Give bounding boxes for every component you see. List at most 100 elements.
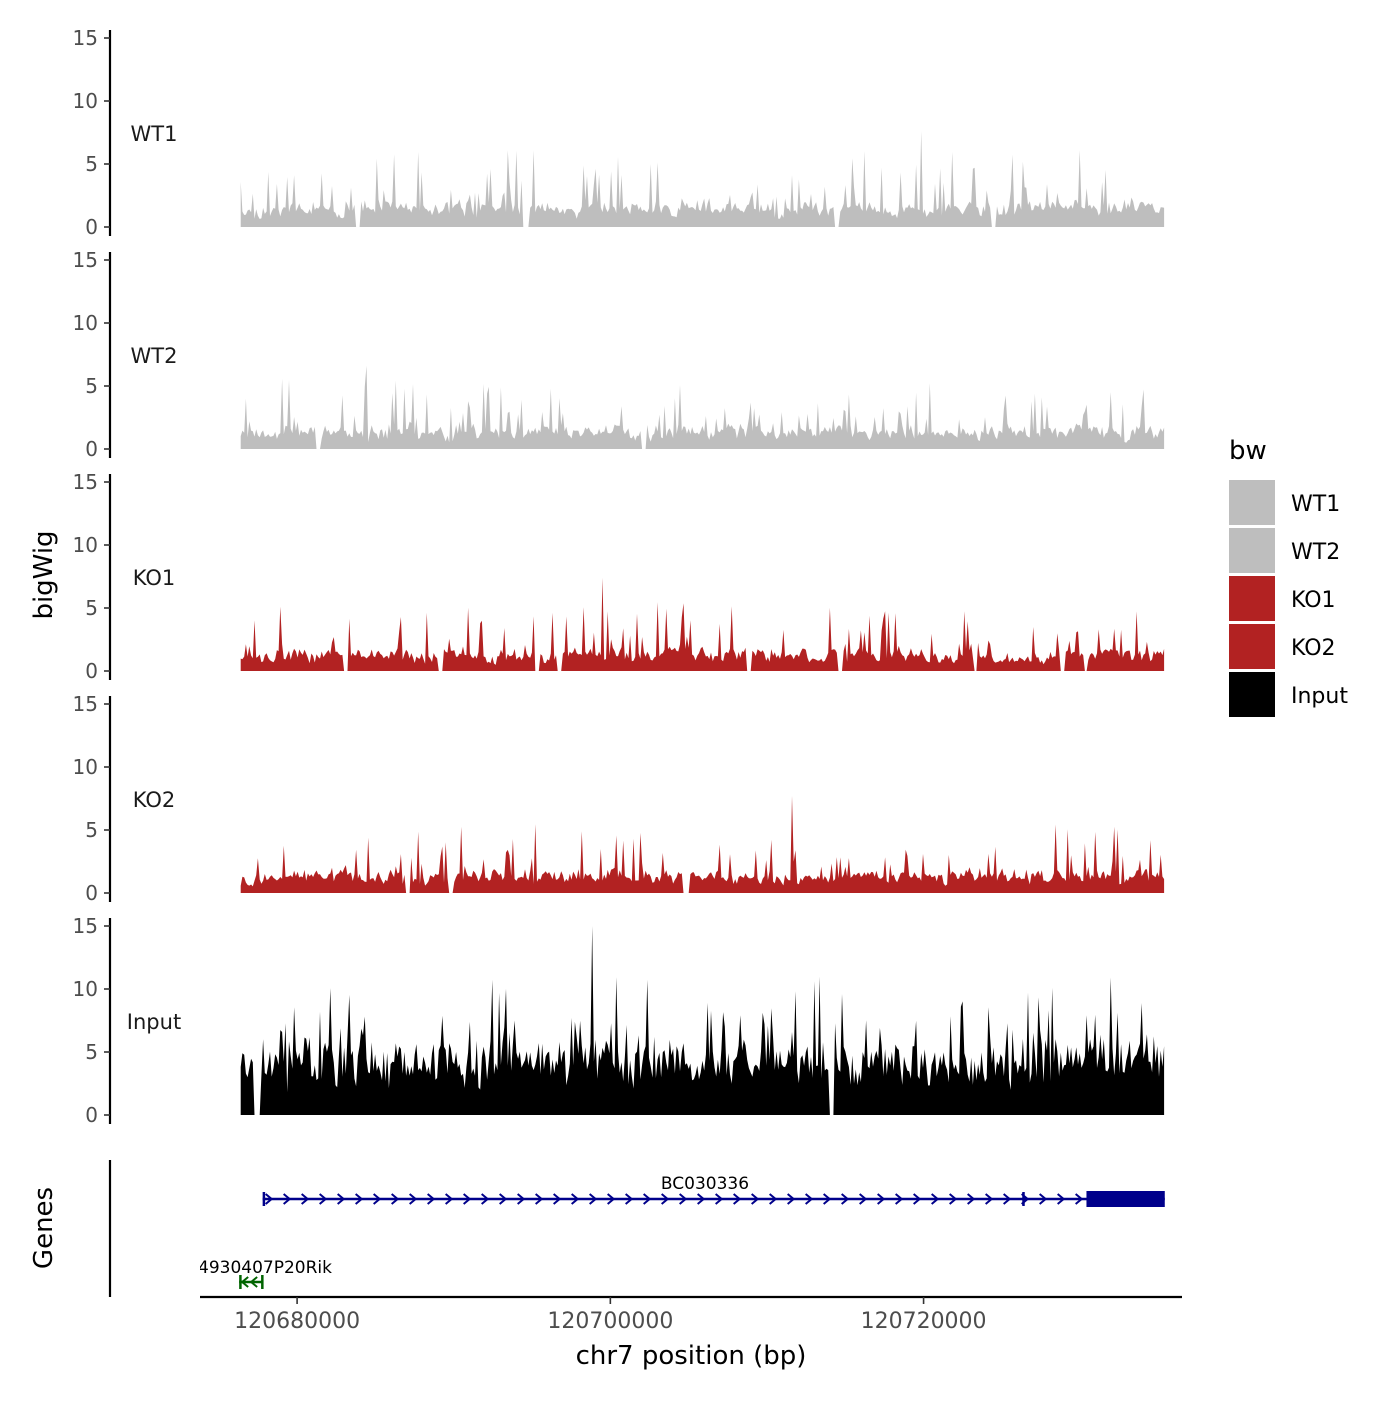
strand-arrow bbox=[931, 1193, 940, 1205]
legend-label-wt1: WT1 bbox=[1291, 492, 1340, 517]
y-tick-label: 5 bbox=[85, 374, 98, 398]
y-axis-titles: bigWig Genes bbox=[29, 530, 112, 1297]
y-tick-label: 15 bbox=[73, 470, 98, 494]
x-tick-label: 120700000 bbox=[547, 1309, 673, 1334]
strand-arrow bbox=[249, 1276, 258, 1288]
exon bbox=[262, 1192, 266, 1206]
strand-arrow bbox=[499, 1193, 508, 1205]
y-tick-label: 0 bbox=[85, 881, 98, 905]
legend: bw WT1 WT2 KO1 KO2 Input bbox=[1229, 436, 1348, 717]
strand-arrow bbox=[265, 1193, 274, 1205]
strand-arrow bbox=[733, 1193, 742, 1205]
strand-arrow bbox=[1003, 1193, 1012, 1205]
strand-arrow bbox=[283, 1193, 292, 1205]
y-tick-label: 10 bbox=[73, 89, 98, 113]
legend-swatch-wt2 bbox=[1229, 528, 1275, 573]
y-tick-label: 10 bbox=[73, 755, 98, 779]
genes-axis-title: Genes bbox=[29, 1187, 59, 1269]
y-tick-label: 10 bbox=[73, 533, 98, 557]
strand-arrow bbox=[877, 1193, 886, 1205]
x-tick-label: 120680000 bbox=[234, 1309, 360, 1334]
y-tick-label: 10 bbox=[73, 311, 98, 335]
strand-arrow bbox=[643, 1193, 652, 1205]
exon bbox=[1086, 1191, 1165, 1207]
coverage-area bbox=[240, 796, 1165, 893]
gene-label: BC030336 bbox=[661, 1174, 749, 1194]
strand-arrow bbox=[1057, 1193, 1066, 1205]
exon bbox=[239, 1275, 242, 1289]
strand-arrow bbox=[319, 1193, 328, 1205]
track-ko1: 0 5 10 15 KO1 bbox=[73, 470, 1165, 683]
track-input: 0 5 10 15 Input bbox=[73, 914, 1165, 1127]
legend-title: bw bbox=[1229, 436, 1267, 466]
strand-arrow bbox=[985, 1193, 994, 1205]
y-axis-title: bigWig bbox=[29, 530, 59, 619]
x-axis-title: chr7 position (bp) bbox=[576, 1341, 807, 1371]
strand-arrow bbox=[481, 1193, 490, 1205]
strand-arrow bbox=[373, 1193, 382, 1205]
strand-arrow bbox=[355, 1193, 364, 1205]
y-tick-label: 5 bbox=[85, 152, 98, 176]
strand-arrow bbox=[301, 1193, 310, 1205]
genes-layer: BC030336 4930407P20Rik bbox=[200, 1174, 1165, 1289]
y-tick-label: 15 bbox=[73, 914, 98, 938]
y-tick-label: 0 bbox=[85, 215, 98, 239]
y-tick-label: 0 bbox=[85, 659, 98, 683]
strand-arrow bbox=[337, 1193, 346, 1205]
strand-arrow bbox=[517, 1193, 526, 1205]
strand-arrow bbox=[751, 1193, 760, 1205]
y-tick-label: 10 bbox=[73, 977, 98, 1001]
y-tick-label: 15 bbox=[73, 26, 98, 50]
y-tick-label: 15 bbox=[73, 692, 98, 716]
strand-arrow bbox=[427, 1193, 436, 1205]
coverage-area bbox=[240, 926, 1165, 1115]
y-tick-label: 0 bbox=[85, 437, 98, 461]
coverage-area bbox=[240, 365, 1165, 449]
legend-swatch-input bbox=[1229, 672, 1275, 717]
strand-arrow bbox=[895, 1193, 904, 1205]
strand-arrow bbox=[805, 1193, 814, 1205]
legend-label-input: Input bbox=[1291, 684, 1348, 709]
exon bbox=[1022, 1192, 1025, 1206]
strand-arrow bbox=[787, 1193, 796, 1205]
legend-swatch-ko1 bbox=[1229, 576, 1275, 621]
coverage-area bbox=[240, 131, 1165, 227]
gene-4930407p20rik: 4930407P20Rik bbox=[200, 1258, 332, 1289]
strand-arrow bbox=[625, 1193, 634, 1205]
strand-arrow bbox=[1075, 1193, 1084, 1205]
track-ko2: 0 5 10 15 KO2 bbox=[73, 692, 1165, 905]
strand-arrow bbox=[607, 1193, 616, 1205]
strand-arrow bbox=[535, 1193, 544, 1205]
strand-arrow bbox=[391, 1193, 400, 1205]
strand-arrow bbox=[553, 1193, 562, 1205]
y-tick-label: 15 bbox=[73, 248, 98, 272]
track-label: KO2 bbox=[133, 788, 176, 812]
track-label: KO1 bbox=[133, 566, 176, 590]
strand-arrow bbox=[967, 1193, 976, 1205]
exon bbox=[261, 1275, 264, 1289]
strand-arrow bbox=[1039, 1193, 1048, 1205]
y-tick-label: 5 bbox=[85, 596, 98, 620]
y-tick-label: 0 bbox=[85, 1103, 98, 1127]
strand-arrow bbox=[589, 1193, 598, 1205]
strand-arrow bbox=[445, 1193, 454, 1205]
coverage-area bbox=[240, 577, 1165, 671]
y-tick-label: 5 bbox=[85, 1040, 98, 1064]
strand-arrow bbox=[679, 1193, 688, 1205]
strand-arrow bbox=[571, 1193, 580, 1205]
strand-arrow bbox=[697, 1193, 706, 1205]
strand-arrow bbox=[859, 1193, 868, 1205]
strand-arrow bbox=[409, 1193, 418, 1205]
strand-arrow bbox=[715, 1193, 724, 1205]
strand-arrow bbox=[463, 1193, 472, 1205]
strand-arrow bbox=[841, 1193, 850, 1205]
legend-swatch-wt1 bbox=[1229, 480, 1275, 525]
tracks-layer: 0 5 10 15 WT1 0 5 10 15 WT2 0 5 10 15 KO1 0 5 10 15 KO2 0 5 10… bbox=[73, 26, 1165, 1127]
legend-label-wt2: WT2 bbox=[1291, 540, 1340, 565]
x-axis: chr7 position (bp) 120680000 120700000 120… bbox=[200, 1295, 1182, 1371]
strand-arrow bbox=[949, 1193, 958, 1205]
legend-swatch-ko2 bbox=[1229, 624, 1275, 669]
track-label: WT1 bbox=[131, 122, 178, 146]
strand-arrow bbox=[913, 1193, 922, 1205]
